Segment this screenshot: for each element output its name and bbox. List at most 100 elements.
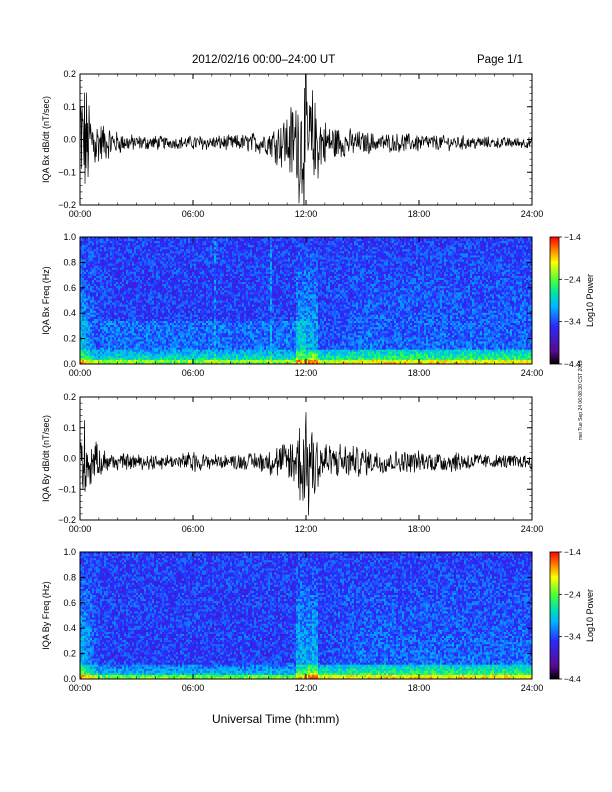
- spectrogram-cell: [180, 335, 183, 338]
- spectrogram-cell: [120, 302, 123, 305]
- spectrogram-cell: [86, 314, 89, 318]
- spectrogram-cell: [144, 345, 147, 349]
- spectrogram-cell: [100, 341, 103, 344]
- spectrogram-cell: [138, 355, 141, 359]
- spectrogram-cell: [114, 239, 117, 242]
- spectrogram-cell: [152, 351, 155, 355]
- spectrogram-cell: [134, 304, 137, 308]
- spectrogram-cell: [122, 335, 125, 338]
- spectrogram-cell: [174, 306, 177, 310]
- spectrogram-cell: [170, 296, 173, 299]
- spectrogram-cell: [88, 275, 91, 279]
- spectrogram-cell: [80, 275, 83, 279]
- spectrogram-cell: [172, 286, 175, 289]
- spectrogram-cell: [162, 253, 165, 256]
- spectrogram-cell: [90, 269, 93, 273]
- spectrogram-cell: [144, 353, 147, 357]
- spectrogram-cell: [122, 312, 125, 316]
- spectrogram-cell: [90, 259, 93, 262]
- spectrogram-cell: [188, 265, 191, 269]
- spectrogram-cell: [126, 282, 129, 285]
- spectrogram-cell: [186, 255, 189, 258]
- spectrogram-cell: [116, 329, 119, 332]
- spectrogram-cell: [110, 251, 113, 254]
- spectrogram-cell: [150, 271, 153, 275]
- spectrogram-cell: [98, 320, 101, 324]
- spectrogram-cell: [102, 302, 105, 305]
- spectrogram-cell: [126, 318, 129, 322]
- spectrogram-cell: [190, 308, 193, 312]
- spectrogram-cell: [110, 296, 113, 299]
- spectrogram-cell: [146, 241, 149, 244]
- spectrogram-cell: [166, 310, 169, 314]
- spectrogram-cell: [146, 261, 149, 265]
- spectrogram-cell: [126, 247, 129, 250]
- spectrogram-cell: [142, 265, 145, 269]
- spectrogram-cell: [92, 314, 95, 318]
- spectrogram-cell: [176, 318, 179, 322]
- spectrogram-cell: [94, 323, 97, 326]
- spectrogram-cell: [158, 271, 161, 275]
- spectrogram-cell: [140, 251, 143, 254]
- spectrogram-cell: [126, 249, 129, 252]
- spectrogram-cell: [120, 361, 123, 364]
- spectrogram-cell: [156, 320, 159, 324]
- spectrogram-cell: [134, 261, 137, 265]
- spectrogram-cell: [144, 351, 147, 355]
- spectrogram-cell: [106, 259, 109, 262]
- spectrogram-cell: [192, 241, 195, 244]
- spectrogram-cell: [98, 300, 101, 303]
- spectrogram-cell: [158, 288, 161, 291]
- spectrogram-cell: [156, 284, 159, 287]
- spectrogram-cell: [192, 243, 195, 246]
- spectrogram-cell: [112, 241, 115, 244]
- spectrogram-cell: [92, 341, 95, 344]
- spectrogram-cell: [178, 277, 181, 281]
- spectrogram-cell: [92, 343, 95, 346]
- spectrogram-cell: [158, 320, 161, 324]
- spectrogram-cell: [140, 359, 143, 363]
- spectrogram-cell: [162, 302, 165, 305]
- spectrogram-cell: [146, 304, 149, 308]
- spectrogram-cell: [92, 357, 95, 361]
- spectrogram-cell: [126, 275, 129, 279]
- spectrogram-cell: [90, 253, 93, 256]
- spectrogram-cell: [116, 292, 119, 295]
- spectrogram-cell: [90, 257, 93, 260]
- spectrogram-cell: [92, 277, 95, 281]
- spectrogram-cell: [172, 337, 175, 340]
- spectrogram-cell: [130, 325, 133, 328]
- spectrogram-cell: [162, 361, 165, 364]
- spectrogram-cell: [130, 306, 133, 310]
- spectrogram-cell: [84, 259, 87, 262]
- spectrogram-cell: [168, 282, 171, 285]
- spectrogram-cell: [188, 269, 191, 273]
- spectrogram-cell: [162, 286, 165, 289]
- spectrogram-cell: [142, 261, 145, 265]
- spectrogram-cell: [88, 337, 91, 340]
- spectrogram-cell: [140, 277, 143, 281]
- spectrogram-cell: [138, 255, 141, 258]
- spectrogram-cell: [142, 361, 145, 364]
- spectrogram-cell: [184, 357, 187, 361]
- spectrogram-cell: [188, 271, 191, 275]
- spectrogram-cell: [84, 320, 87, 324]
- spectrogram-cell: [136, 251, 139, 254]
- spectrogram-cell: [92, 257, 95, 260]
- spectrogram-cell: [98, 347, 101, 351]
- spectrogram-cell: [104, 333, 107, 336]
- spectrogram-cell: [112, 357, 115, 361]
- spectrogram-cell: [96, 337, 99, 340]
- spectrogram-cell: [104, 247, 107, 250]
- spectrogram-cell: [136, 355, 139, 359]
- spectrogram-cell: [190, 353, 193, 357]
- spectrogram-cell: [136, 245, 139, 248]
- spectrogram-cell: [142, 241, 145, 244]
- spectrogram-cell: [188, 304, 191, 308]
- spectrogram-cell: [90, 251, 93, 254]
- spectrogram-cell: [174, 267, 177, 271]
- spectrogram-cell: [142, 353, 145, 357]
- spectrogram-cell: [174, 310, 177, 314]
- spectrogram-cell: [82, 323, 85, 326]
- spectrogram-cell: [86, 353, 89, 357]
